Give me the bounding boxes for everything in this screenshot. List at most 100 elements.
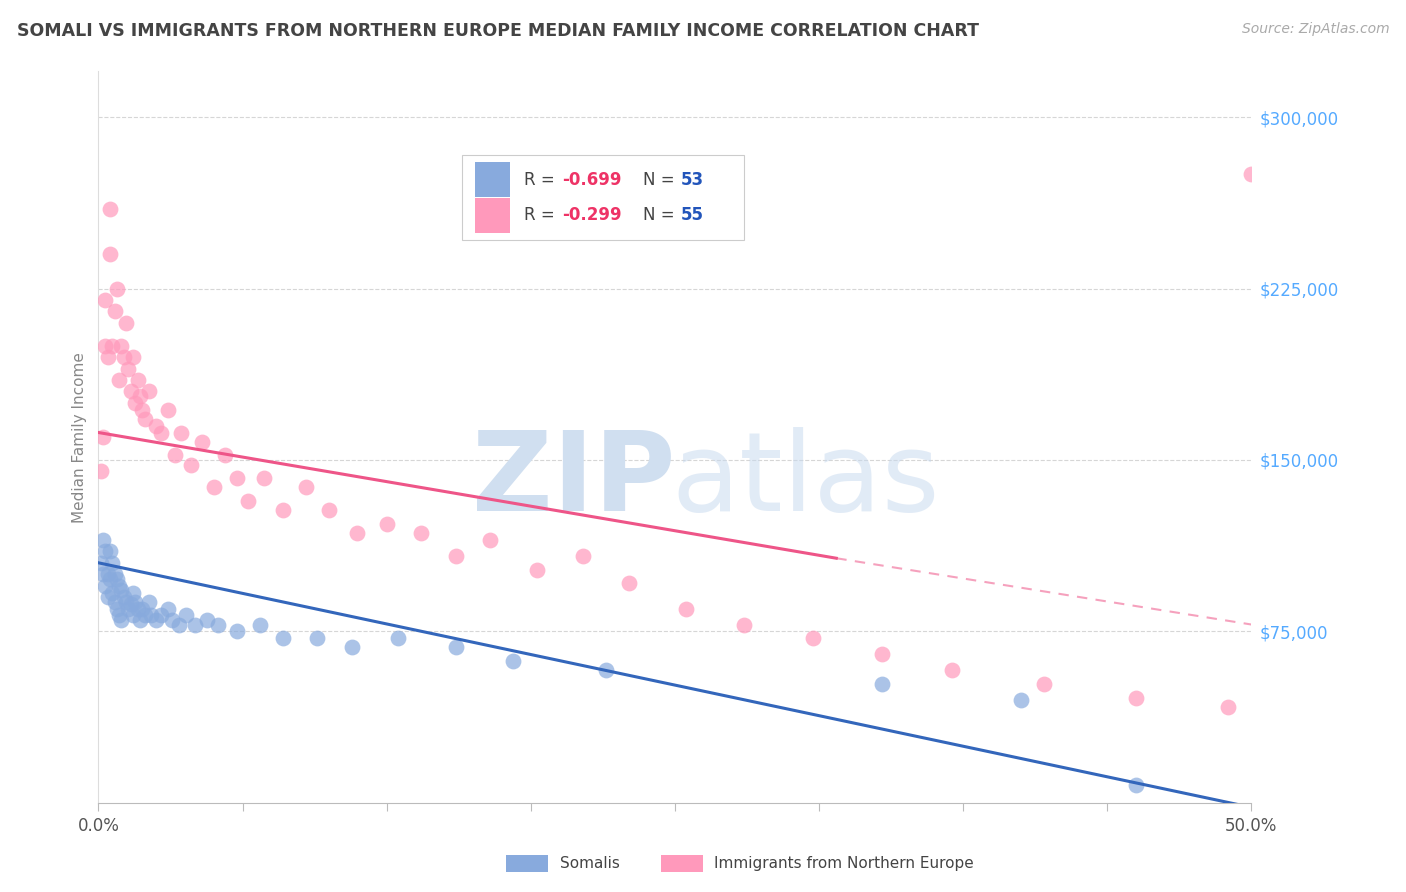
- Point: [271, 503, 294, 517]
- Point: [117, 361, 139, 376]
- Point: [98, 544, 121, 558]
- Point: [90, 464, 112, 478]
- Point: [526, 563, 548, 577]
- Point: [156, 601, 179, 615]
- Point: [184, 617, 207, 632]
- Text: -0.299: -0.299: [562, 206, 621, 225]
- Point: [120, 597, 142, 611]
- Point: [112, 590, 135, 604]
- Point: [207, 617, 229, 632]
- Point: [170, 425, 193, 440]
- Point: [98, 572, 121, 586]
- Point: [110, 338, 132, 352]
- Point: [1032, 677, 1054, 691]
- Text: Source: ZipAtlas.com: Source: ZipAtlas.com: [1241, 22, 1389, 37]
- Point: [94, 544, 117, 558]
- Point: [108, 608, 131, 623]
- Point: [238, 494, 260, 508]
- Point: [90, 556, 112, 570]
- Point: [202, 480, 225, 494]
- Point: [387, 632, 409, 646]
- Point: [105, 572, 128, 586]
- Point: [129, 613, 152, 627]
- Point: [249, 617, 271, 632]
- Point: [134, 411, 156, 425]
- Point: [167, 617, 190, 632]
- Y-axis label: Median Family Income: Median Family Income: [72, 351, 87, 523]
- Point: [115, 316, 138, 330]
- Point: [941, 663, 963, 677]
- Point: [479, 533, 502, 547]
- Point: [617, 576, 640, 591]
- Point: [1218, 699, 1240, 714]
- Point: [444, 640, 467, 655]
- Text: SOMALI VS IMMIGRANTS FROM NORTHERN EUROPE MEDIAN FAMILY INCOME CORRELATION CHART: SOMALI VS IMMIGRANTS FROM NORTHERN EUROP…: [17, 22, 979, 40]
- Text: atlas: atlas: [672, 427, 941, 534]
- Point: [91, 533, 114, 547]
- Point: [129, 389, 152, 403]
- Point: [122, 350, 145, 364]
- Point: [110, 613, 132, 627]
- Point: [108, 373, 131, 387]
- Point: [271, 632, 294, 646]
- Point: [163, 448, 186, 462]
- Point: [733, 617, 755, 632]
- Point: [138, 384, 160, 399]
- Text: Immigrants from Northern Europe: Immigrants from Northern Europe: [714, 856, 974, 871]
- Point: [98, 247, 121, 261]
- Point: [160, 613, 183, 627]
- Text: 53: 53: [681, 170, 704, 188]
- Point: [103, 567, 125, 582]
- Point: [318, 503, 340, 517]
- Point: [97, 350, 120, 364]
- Point: [675, 601, 697, 615]
- Point: [122, 608, 145, 623]
- Text: -0.699: -0.699: [562, 170, 621, 188]
- Point: [124, 594, 146, 608]
- Point: [98, 202, 121, 216]
- Point: [134, 608, 156, 623]
- Point: [124, 396, 146, 410]
- Point: [94, 579, 117, 593]
- Point: [117, 601, 139, 615]
- Point: [174, 608, 197, 623]
- Point: [138, 594, 160, 608]
- FancyBboxPatch shape: [475, 162, 510, 197]
- Point: [120, 384, 142, 399]
- Text: R =: R =: [524, 170, 560, 188]
- Point: [225, 471, 247, 485]
- Point: [108, 579, 131, 593]
- Point: [149, 608, 172, 623]
- Point: [225, 624, 247, 639]
- Point: [91, 567, 114, 582]
- Text: ZIP: ZIP: [471, 427, 675, 534]
- Point: [149, 425, 172, 440]
- Point: [502, 654, 524, 668]
- Point: [101, 556, 124, 570]
- Point: [1010, 693, 1032, 707]
- Text: N =: N =: [643, 170, 679, 188]
- Point: [97, 590, 120, 604]
- Point: [122, 585, 145, 599]
- Point: [131, 601, 153, 615]
- Text: 55: 55: [681, 206, 703, 225]
- Point: [97, 567, 120, 582]
- Point: [346, 526, 368, 541]
- Point: [94, 338, 117, 352]
- Point: [156, 402, 179, 417]
- Point: [110, 583, 132, 598]
- Point: [141, 608, 163, 623]
- Point: [411, 526, 433, 541]
- Point: [340, 640, 363, 655]
- Point: [214, 448, 236, 462]
- Point: [105, 601, 128, 615]
- Text: R =: R =: [524, 206, 560, 225]
- Point: [145, 418, 167, 433]
- Point: [1240, 167, 1263, 181]
- Point: [127, 373, 149, 387]
- Point: [180, 458, 202, 472]
- Point: [103, 594, 125, 608]
- Point: [444, 549, 467, 563]
- Point: [103, 304, 125, 318]
- Point: [105, 281, 128, 295]
